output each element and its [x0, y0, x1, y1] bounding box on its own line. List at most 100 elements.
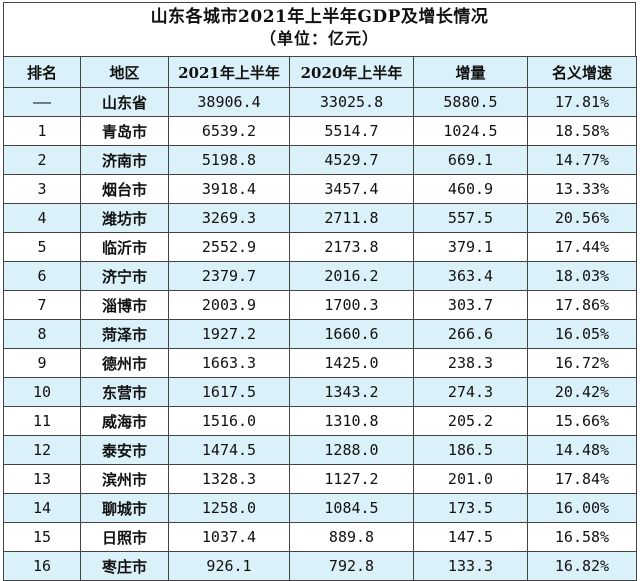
- table-row: —— 山东省 38906.4 33025.8 5880.5 17.81%: [3, 87, 637, 117]
- cell-growth: 17.81%: [527, 87, 637, 117]
- table-body: —— 山东省 38906.4 33025.8 5880.5 17.81% 1 青岛市 6539.…: [3, 87, 637, 581]
- cell-region: 潍坊市: [80, 203, 169, 233]
- table-row: 11 威海市 1516.0 1310.8 205.2 15.66%: [3, 406, 637, 436]
- cell-gdp-2021: 1516.0: [168, 406, 290, 436]
- cell-rank: 14: [3, 493, 81, 523]
- cell-increase: 379.1: [413, 232, 528, 262]
- cell-growth: 18.03%: [527, 261, 637, 291]
- cell-region: 聊城市: [80, 493, 169, 523]
- cell-rank: 13: [3, 464, 81, 494]
- cell-rank: 16: [3, 551, 81, 581]
- cell-region: 枣庄市: [80, 551, 169, 581]
- table-row: 15 日照市 1037.4 889.8 147.5 16.58%: [3, 522, 637, 552]
- cell-gdp-2020: 889.8: [289, 522, 414, 552]
- cell-gdp-2021: 1037.4: [168, 522, 290, 552]
- table-row: 5 临沂市 2552.9 2173.8 379.1 17.44%: [3, 232, 637, 262]
- cell-gdp-2020: 792.8: [289, 551, 414, 581]
- header-region: 地区: [80, 56, 169, 88]
- table-row: 7 淄博市 2003.9 1700.3 303.7 17.86%: [3, 290, 637, 320]
- cell-region: 菏泽市: [80, 319, 169, 349]
- header-row: 排名 地区 2021年上半年 2020年上半年 增量 名义增速: [3, 56, 637, 88]
- cell-rank: ——: [3, 87, 81, 117]
- cell-gdp-2020: 1425.0: [289, 348, 414, 378]
- cell-rank: 6: [3, 261, 81, 291]
- cell-increase: 201.0: [413, 464, 528, 494]
- cell-increase: 5880.5: [413, 87, 528, 117]
- table-row: 6 济宁市 2379.7 2016.2 363.4 18.03%: [3, 261, 637, 291]
- table-unit-subtitle: （单位：亿元）: [259, 29, 379, 48]
- cell-growth: 16.00%: [527, 493, 637, 523]
- table-row: 3 烟台市 3918.4 3457.4 460.9 13.33%: [3, 174, 637, 204]
- table-row: 16 枣庄市 926.1 792.8 133.3 16.82%: [3, 551, 637, 581]
- cell-rank: 11: [3, 406, 81, 436]
- table-row: 12 泰安市 1474.5 1288.0 186.5 14.48%: [3, 435, 637, 465]
- cell-gdp-2020: 1343.2: [289, 377, 414, 407]
- cell-growth: 14.48%: [527, 435, 637, 465]
- cell-growth: 16.72%: [527, 348, 637, 378]
- cell-increase: 147.5: [413, 522, 528, 552]
- cell-rank: 12: [3, 435, 81, 465]
- cell-increase: 173.5: [413, 493, 528, 523]
- table-row: 2 济南市 5198.8 4529.7 669.1 14.77%: [3, 145, 637, 175]
- cell-region: 青岛市: [80, 116, 169, 146]
- cell-increase: 557.5: [413, 203, 528, 233]
- header-increase: 增量: [413, 56, 528, 88]
- cell-rank: 2: [3, 145, 81, 175]
- cell-gdp-2021: 6539.2: [168, 116, 290, 146]
- cell-growth: 18.58%: [527, 116, 637, 146]
- header-gdp-2021: 2021年上半年: [168, 56, 290, 88]
- cell-gdp-2020: 5514.7: [289, 116, 414, 146]
- cell-gdp-2021: 5198.8: [168, 145, 290, 175]
- table-row: 1 青岛市 6539.2 5514.7 1024.5 18.58%: [3, 116, 637, 146]
- cell-gdp-2020: 1310.8: [289, 406, 414, 436]
- cell-region: 日照市: [80, 522, 169, 552]
- cell-increase: 133.3: [413, 551, 528, 581]
- cell-gdp-2020: 1660.6: [289, 319, 414, 349]
- cell-region: 山东省: [80, 87, 169, 117]
- cell-gdp-2020: 1084.5: [289, 493, 414, 523]
- table-row: 9 德州市 1663.3 1425.0 238.3 16.72%: [3, 348, 637, 378]
- table-title: 山东各城市2021年上半年GDP及增长情况: [150, 7, 489, 27]
- cell-region: 临沂市: [80, 232, 169, 262]
- cell-region: 淄博市: [80, 290, 169, 320]
- cell-gdp-2020: 1127.2: [289, 464, 414, 494]
- cell-increase: 303.7: [413, 290, 528, 320]
- cell-rank: 3: [3, 174, 81, 204]
- cell-growth: 16.58%: [527, 522, 637, 552]
- cell-region: 济宁市: [80, 261, 169, 291]
- cell-growth: 17.86%: [527, 290, 637, 320]
- cell-gdp-2021: 926.1: [168, 551, 290, 581]
- cell-growth: 14.77%: [527, 145, 637, 175]
- cell-region: 滨州市: [80, 464, 169, 494]
- cell-rank: 1: [3, 116, 81, 146]
- cell-increase: 274.3: [413, 377, 528, 407]
- cell-gdp-2021: 1927.2: [168, 319, 290, 349]
- table-row: 4 潍坊市 3269.3 2711.8 557.5 20.56%: [3, 203, 637, 233]
- cell-rank: 7: [3, 290, 81, 320]
- cell-growth: 20.42%: [527, 377, 637, 407]
- header-gdp-2020: 2020年上半年: [289, 56, 414, 88]
- cell-gdp-2021: 3918.4: [168, 174, 290, 204]
- cell-region: 泰安市: [80, 435, 169, 465]
- cell-growth: 20.56%: [527, 203, 637, 233]
- cell-growth: 13.33%: [527, 174, 637, 204]
- table-row: 13 滨州市 1328.3 1127.2 201.0 17.84%: [3, 464, 637, 494]
- cell-gdp-2020: 4529.7: [289, 145, 414, 175]
- cell-gdp-2021: 1617.5: [168, 377, 290, 407]
- cell-region: 东营市: [80, 377, 169, 407]
- cell-gdp-2020: 1288.0: [289, 435, 414, 465]
- cell-region: 威海市: [80, 406, 169, 436]
- cell-gdp-2020: 1700.3: [289, 290, 414, 320]
- cell-growth: 16.82%: [527, 551, 637, 581]
- cell-gdp-2021: 1474.5: [168, 435, 290, 465]
- cell-gdp-2021: 38906.4: [168, 87, 290, 117]
- cell-gdp-2021: 3269.3: [168, 203, 290, 233]
- cell-increase: 669.1: [413, 145, 528, 175]
- cell-increase: 205.2: [413, 406, 528, 436]
- cell-growth: 17.44%: [527, 232, 637, 262]
- header-growth: 名义增速: [527, 56, 637, 88]
- cell-gdp-2021: 1258.0: [168, 493, 290, 523]
- cell-rank: 15: [3, 522, 81, 552]
- cell-gdp-2021: 2003.9: [168, 290, 290, 320]
- cell-gdp-2020: 2173.8: [289, 232, 414, 262]
